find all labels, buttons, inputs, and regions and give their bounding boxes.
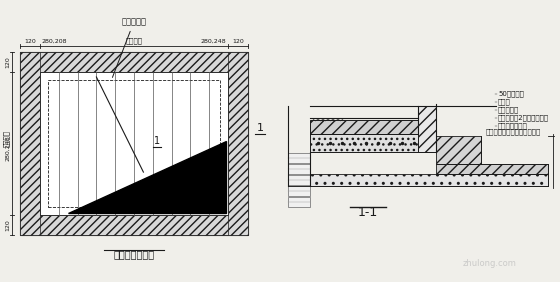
Text: 1-1: 1-1 (358, 206, 378, 219)
Text: 120: 120 (24, 39, 36, 44)
Text: 洞口尺寸: 洞口尺寸 (125, 38, 142, 44)
Text: 120: 120 (5, 56, 10, 68)
Bar (48, 80, 220, 207)
Text: 280,208: 280,208 (42, 39, 68, 44)
Bar (20, 52, 248, 235)
Text: 空铺一层普通砖，压住塑料布: 空铺一层普通砖，压住塑料布 (486, 129, 542, 135)
Text: 120: 120 (5, 219, 10, 231)
Bar (228, 52, 248, 235)
Bar (288, 164, 310, 174)
Text: 280,248: 280,248 (5, 136, 10, 161)
Bar (288, 175, 310, 185)
Bar (40, 72, 228, 215)
Bar (418, 106, 436, 152)
Bar (310, 174, 548, 186)
Bar (436, 136, 481, 164)
Bar (288, 197, 310, 207)
Bar (288, 186, 310, 196)
Text: 满铺木胰板: 满铺木胰板 (113, 17, 147, 77)
Text: 洞口维护平面图: 洞口维护平面图 (114, 249, 155, 259)
Polygon shape (68, 141, 226, 213)
Bar (436, 164, 548, 174)
Text: zhulong.com: zhulong.com (463, 259, 517, 268)
Text: 50厚细砂沙: 50厚细砂沙 (498, 91, 524, 97)
Text: 280,248: 280,248 (200, 39, 226, 44)
Bar (310, 134, 436, 152)
Text: 1: 1 (256, 123, 264, 133)
Bar (20, 52, 248, 72)
Text: 塑料布: 塑料布 (498, 99, 511, 105)
Text: 洞口尺寸: 洞口尺寸 (3, 130, 10, 147)
Text: 满铺木胰板: 满铺木胰板 (498, 107, 519, 113)
Bar (20, 52, 40, 235)
Bar (310, 120, 418, 134)
Text: 水泥砂浆砌2层普通砖挡墙: 水泥砂浆砌2层普通砖挡墙 (498, 115, 549, 121)
Text: 120: 120 (232, 39, 244, 44)
Text: 钢筋混凝土屋面: 钢筋混凝土屋面 (498, 123, 528, 129)
Text: 1: 1 (153, 136, 160, 146)
Bar (288, 153, 310, 163)
Bar (20, 215, 248, 235)
